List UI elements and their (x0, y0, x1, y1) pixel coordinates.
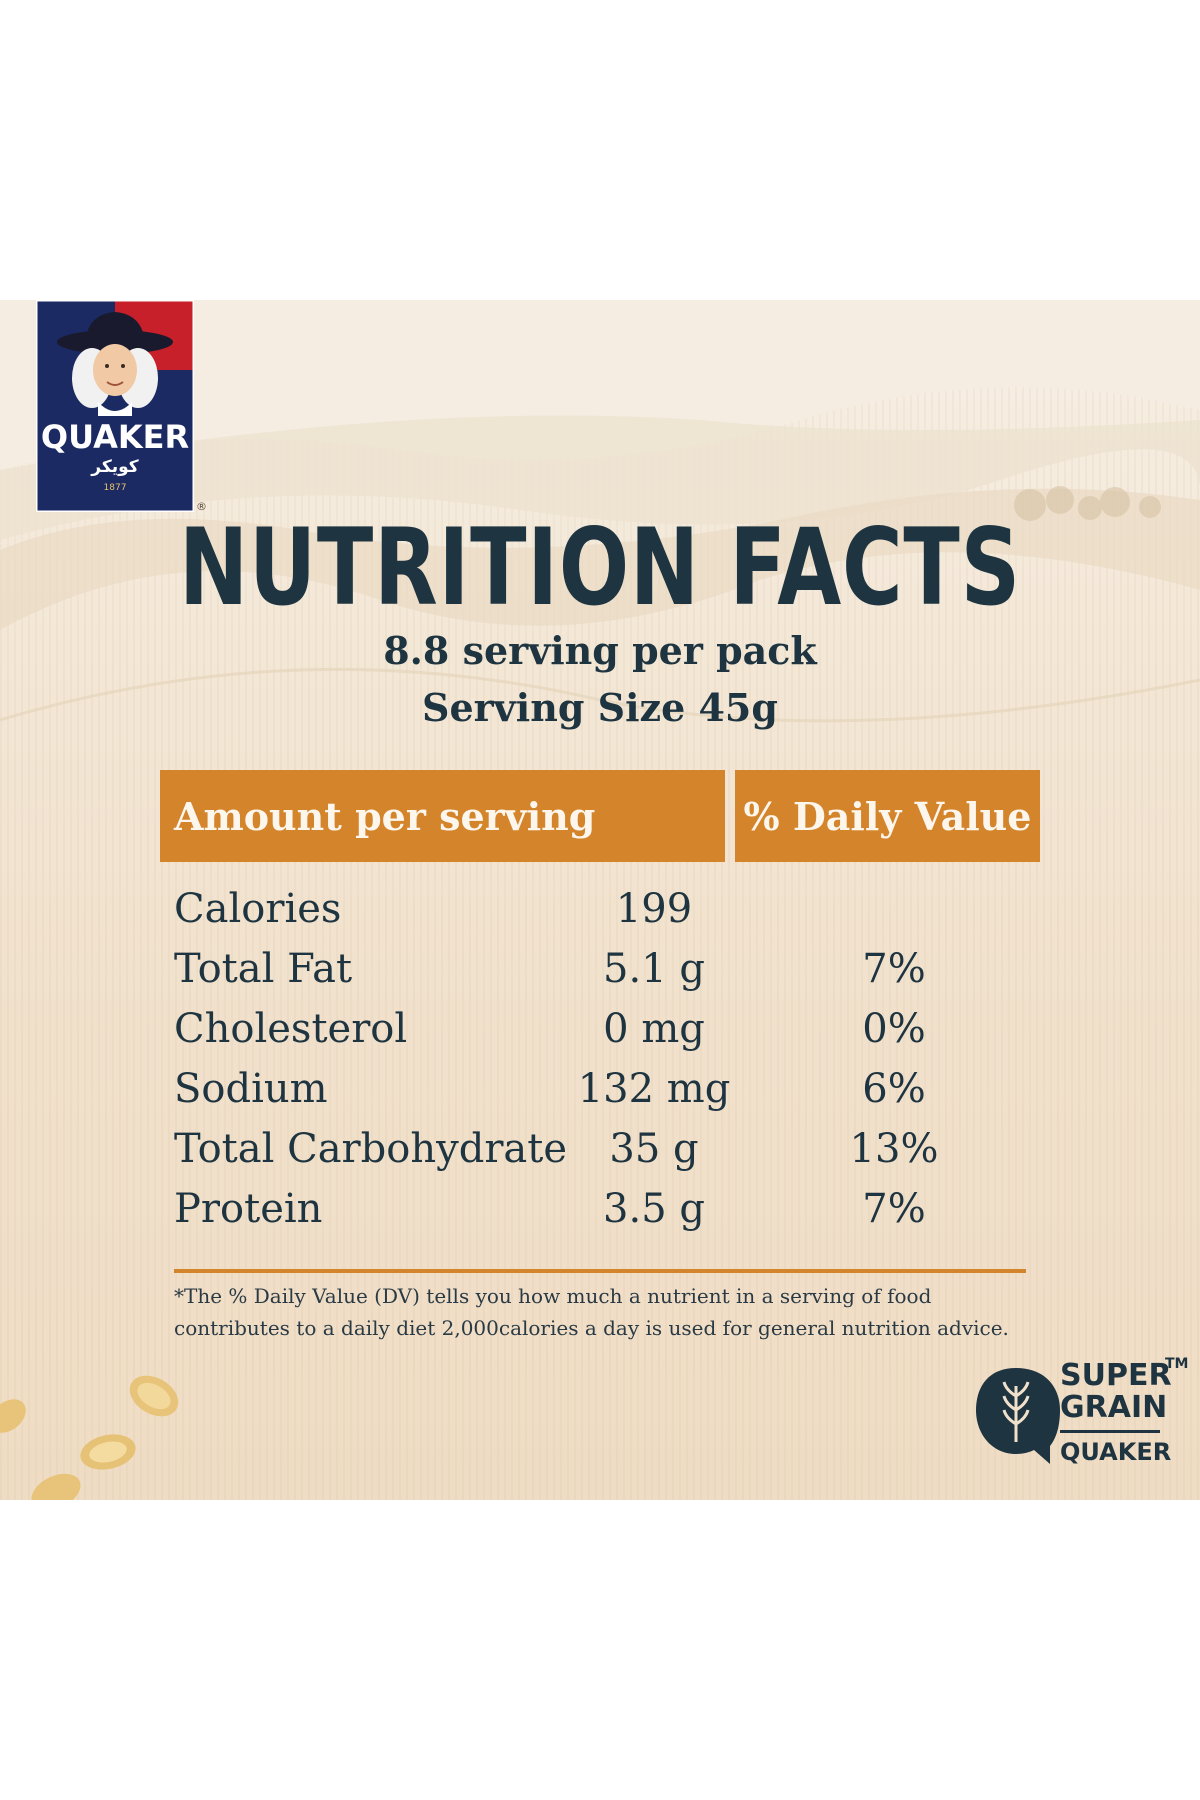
nutrient-amount: 0 mg (603, 1006, 705, 1052)
servings-per-pack: 8.8 serving per pack (383, 628, 817, 673)
nutrient-daily-value: 7% (862, 946, 926, 992)
nutrient-daily-value: 7% (862, 1186, 926, 1232)
landscape-background (0, 300, 1200, 723)
nutrient-amount: 199 (615, 886, 693, 932)
table-row: Calories 199 (0, 878, 1200, 938)
nutrition-rows: Calories 199 Total Fat 5.1 g 7% Choleste… (0, 878, 1200, 1238)
table-row: Sodium 132 mg 6% (0, 1058, 1200, 1118)
nutrient-amount: 3.5 g (603, 1186, 705, 1232)
super-grain-trademark: TM (1165, 1356, 1189, 1372)
logo-wordmark: QUAKER (41, 418, 189, 456)
registered-mark: ® (196, 500, 207, 513)
page-title: NUTRITION FACTS (179, 506, 1021, 629)
nutrient-daily-value: 13% (849, 1126, 939, 1172)
header-daily-value: % Daily Value (735, 770, 1040, 862)
logo-arabic-name: كويكر (90, 457, 139, 477)
super-grain-word-quaker: QUAKER (1060, 1438, 1172, 1466)
table-row: Cholesterol 0 mg 0% (0, 998, 1200, 1058)
nutrition-panel: QUAKER كويكر 1877 ® NUTRITION FACTS 8.8 … (0, 300, 1200, 1500)
nutrient-amount: 132 mg (577, 1066, 731, 1112)
super-grain-logo (976, 1368, 1060, 1464)
nutrient-daily-value: 6% (862, 1066, 926, 1112)
super-grain-word-super: SUPER (1060, 1358, 1172, 1393)
nutrient-name: Cholesterol (174, 1006, 408, 1052)
nutrient-name: Total Carbohydrate (174, 1126, 568, 1172)
nutrient-daily-value: 0% (862, 1006, 926, 1052)
table-row: Total Carbohydrate 35 g 13% (0, 1118, 1200, 1178)
footnote-line-1: *The % Daily Value (DV) tells you how mu… (174, 1284, 932, 1308)
footnote-divider (174, 1269, 1026, 1273)
super-grain-underline (1060, 1430, 1160, 1433)
nutrient-name: Sodium (174, 1066, 328, 1112)
table-row: Protein 3.5 g 7% (0, 1178, 1200, 1238)
nutrient-amount: 5.1 g (603, 946, 705, 992)
nutrient-amount: 35 g (609, 1126, 699, 1172)
oat-flakes-decoration (0, 1375, 179, 1500)
table-row: Total Fat 5.1 g 7% (0, 938, 1200, 998)
footnote: *The % Daily Value (DV) tells you how mu… (174, 1280, 1054, 1344)
nutrient-name: Calories (174, 886, 342, 932)
serving-size: Serving Size 45g (422, 685, 778, 730)
nutrient-name: Protein (174, 1186, 323, 1232)
quaker-logo: QUAKER كويكر 1877 (36, 300, 194, 512)
super-grain-word-grain: GRAIN (1060, 1390, 1168, 1425)
footnote-line-2: contributes to a daily diet 2,000calorie… (174, 1316, 1009, 1340)
nutrient-name: Total Fat (174, 946, 353, 992)
header-amount-per-serving: Amount per serving (160, 770, 725, 862)
logo-year: 1877 (104, 483, 127, 493)
